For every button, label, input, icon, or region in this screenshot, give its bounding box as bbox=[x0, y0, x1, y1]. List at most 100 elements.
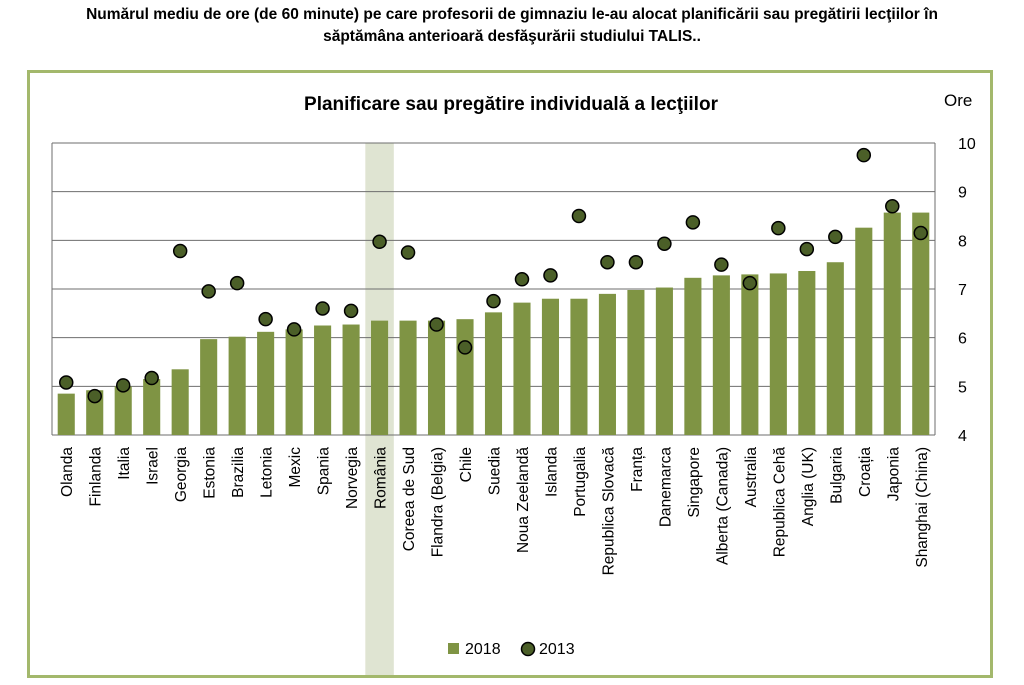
dot-brazilia bbox=[229, 275, 245, 291]
dot-danemarca bbox=[657, 236, 672, 251]
dot-franta bbox=[628, 254, 644, 270]
x-label-noua-zeelanda: Noua Zeelandă bbox=[515, 447, 532, 553]
dot-norvegia bbox=[343, 303, 359, 319]
dot-letonia bbox=[258, 311, 273, 327]
y-tick-label: 6 bbox=[958, 331, 967, 348]
bar-croatia bbox=[855, 227, 873, 435]
x-label-norvegia: Norvegia bbox=[344, 447, 361, 509]
bar-olanda bbox=[57, 393, 75, 435]
legend-marker-2013 bbox=[520, 641, 536, 657]
dots-2013 bbox=[58, 147, 929, 404]
y-tick-label: 10 bbox=[958, 136, 976, 153]
bar-suedia bbox=[484, 312, 503, 435]
x-label-brazilia: Brazilia bbox=[230, 447, 247, 498]
bar-georgia bbox=[171, 369, 189, 435]
bar-alberta-canada bbox=[712, 275, 730, 435]
bar-singapore bbox=[684, 277, 702, 435]
x-label-japonia: Japonia bbox=[885, 447, 902, 502]
bar-portugalia bbox=[570, 298, 588, 435]
dot-italia bbox=[115, 378, 131, 393]
bar-israel bbox=[143, 379, 161, 435]
x-label-chile: Chile bbox=[458, 447, 475, 482]
dot-republica-ceha bbox=[771, 220, 786, 236]
x-label-republica-slovaca: Republica Slovacă bbox=[600, 447, 617, 576]
bar-brazilia bbox=[228, 336, 246, 435]
dot-japonia bbox=[885, 199, 900, 214]
dot-alberta-canada bbox=[714, 257, 729, 272]
dot-spania bbox=[315, 301, 330, 316]
legend: 2018 2013 bbox=[448, 641, 575, 658]
bar-australia bbox=[741, 274, 759, 435]
dot-suedia bbox=[486, 293, 501, 309]
bar-islanda bbox=[541, 298, 560, 435]
dot-flandra-belgia bbox=[429, 317, 444, 332]
legend-label-2013: 2013 bbox=[539, 641, 575, 658]
dot-croatia bbox=[856, 147, 872, 163]
bar-anglia-uk bbox=[798, 270, 816, 435]
x-label-letonia: Letonia bbox=[259, 447, 276, 498]
bar-letonia bbox=[257, 331, 275, 435]
y-tick-label: 8 bbox=[958, 233, 967, 250]
bar-chile bbox=[456, 319, 474, 435]
x-label-anglia-uk: Anglia (UK) bbox=[800, 447, 817, 526]
bar-spania bbox=[314, 325, 332, 435]
x-label-coreea-de-sud: Coreea de Sud bbox=[401, 447, 418, 551]
x-label-suedia: Suedia bbox=[487, 447, 504, 496]
dot-republica-slovaca bbox=[600, 254, 615, 270]
x-label-shanghai-china: Shanghai (China) bbox=[914, 447, 931, 568]
y-tick-label: 7 bbox=[958, 282, 967, 299]
dot-anglia-uk bbox=[799, 241, 815, 257]
dot-singapore bbox=[685, 215, 701, 230]
bar-norvegia bbox=[342, 324, 360, 435]
x-label-israel: Israel bbox=[145, 447, 162, 485]
bar-republica-ceha bbox=[769, 273, 787, 435]
bar-danemarca bbox=[655, 287, 673, 435]
bar-estonia bbox=[200, 339, 218, 435]
dot-georgia bbox=[172, 243, 188, 259]
x-label-romania: România bbox=[373, 447, 390, 509]
dot-finlanda bbox=[87, 388, 102, 404]
x-label-islanda: Islanda bbox=[543, 447, 560, 497]
chart-title: Planificare sau pregătire individuală a … bbox=[304, 94, 719, 115]
bar-italia bbox=[114, 386, 132, 435]
dot-romania bbox=[372, 234, 387, 250]
bar-noua-zeelanda bbox=[513, 302, 531, 435]
x-axis-labels: Olanda Finlanda Italia Israel Georgia Estonia… bbox=[59, 447, 931, 576]
bar-mexic bbox=[285, 329, 303, 435]
chart-frame bbox=[27, 70, 993, 678]
x-label-danemarca: Danemarca bbox=[657, 447, 674, 527]
heading-line-1: Numărul mediu de ore (de 60 minute) pe c… bbox=[86, 6, 938, 23]
dot-bulgaria bbox=[828, 229, 843, 245]
x-label-franta: Franța bbox=[629, 447, 646, 492]
x-label-finlanda: Finlanda bbox=[88, 447, 105, 507]
y-tick-label: 4 bbox=[958, 428, 967, 445]
x-label-olanda: Olanda bbox=[59, 447, 76, 497]
bars-2018 bbox=[57, 212, 930, 435]
page-heading: Numărul mediu de ore (de 60 minute) pe c… bbox=[0, 4, 1024, 48]
dot-mexic bbox=[286, 322, 302, 337]
x-label-italia: Italia bbox=[116, 447, 133, 480]
x-label-croatia: Croația bbox=[857, 447, 874, 497]
bar-romania bbox=[371, 320, 389, 435]
x-label-mexic: Mexic bbox=[287, 447, 304, 488]
x-label-georgia: Georgia bbox=[173, 447, 190, 503]
y-tick-label: 5 bbox=[958, 379, 967, 396]
dot-shanghai-china bbox=[913, 225, 929, 241]
dot-estonia bbox=[201, 284, 216, 299]
y-tick-label: 9 bbox=[958, 185, 967, 202]
x-label-bulgaria: Bulgaria bbox=[828, 447, 845, 504]
dot-portugalia bbox=[571, 208, 587, 224]
bar-bulgaria bbox=[826, 262, 844, 435]
x-label-republica-ceha: Republica Cehă bbox=[771, 447, 788, 558]
bar-coreea-de-sud bbox=[399, 320, 417, 435]
bar-flandra-belgia bbox=[427, 320, 446, 435]
x-label-spania: Spania bbox=[316, 447, 333, 496]
x-label-australia: Australia bbox=[743, 447, 760, 508]
x-label-portugalia: Portugalia bbox=[572, 447, 589, 517]
bar-franta bbox=[627, 289, 645, 435]
bar-shanghai-china bbox=[912, 212, 930, 435]
bar-japonia bbox=[883, 212, 901, 435]
x-label-alberta-canada: Alberta (Canada) bbox=[714, 447, 731, 565]
bar-republica-slovaca bbox=[598, 293, 616, 435]
